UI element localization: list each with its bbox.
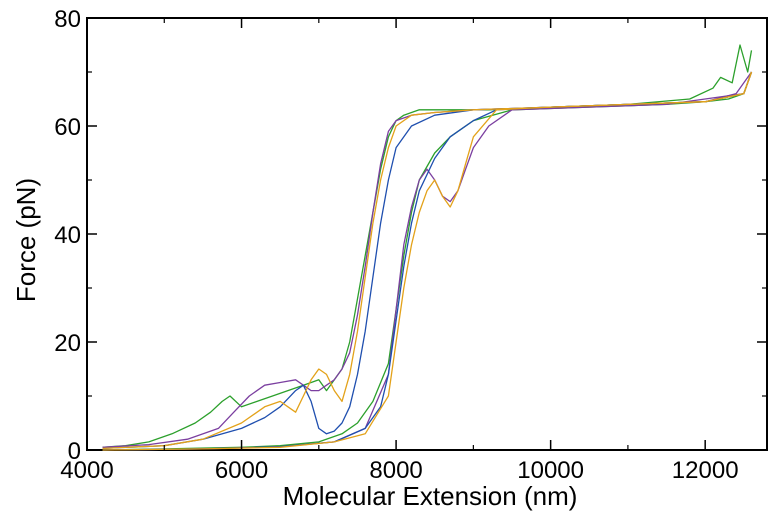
y-tick-label: 80 bbox=[54, 6, 81, 33]
series-line-2 bbox=[102, 71, 753, 451]
y-tick-label: 60 bbox=[54, 114, 81, 141]
series-line-4 bbox=[102, 71, 753, 451]
x-tick-label: 10000 bbox=[517, 457, 584, 484]
x-tick-label: 8000 bbox=[369, 457, 422, 484]
y-axis-label: Force (pN) bbox=[11, 178, 41, 302]
ticks-layer: 4000 6000 8000 10000 12000 0 20 40 60 80 bbox=[54, 6, 767, 484]
series-layer bbox=[102, 44, 753, 451]
series-line-8 bbox=[102, 71, 753, 451]
x-axis-label: Molecular Extension (nm) bbox=[283, 481, 578, 511]
series-line-7 bbox=[102, 71, 753, 450]
x-tick-label: 6000 bbox=[215, 457, 268, 484]
series-line-6 bbox=[102, 71, 753, 451]
y-tick-label: 20 bbox=[54, 330, 81, 357]
y-tick-label: 40 bbox=[54, 222, 81, 249]
x-tick-label: 4000 bbox=[60, 457, 113, 484]
series-line-1 bbox=[102, 44, 753, 448]
x-tick-label: 12000 bbox=[672, 457, 739, 484]
plot-border bbox=[86, 17, 768, 451]
series-line-3 bbox=[102, 71, 753, 448]
y-tick-label: 0 bbox=[68, 438, 81, 465]
series-line-5 bbox=[102, 71, 753, 450]
plot-frame bbox=[86, 17, 768, 451]
